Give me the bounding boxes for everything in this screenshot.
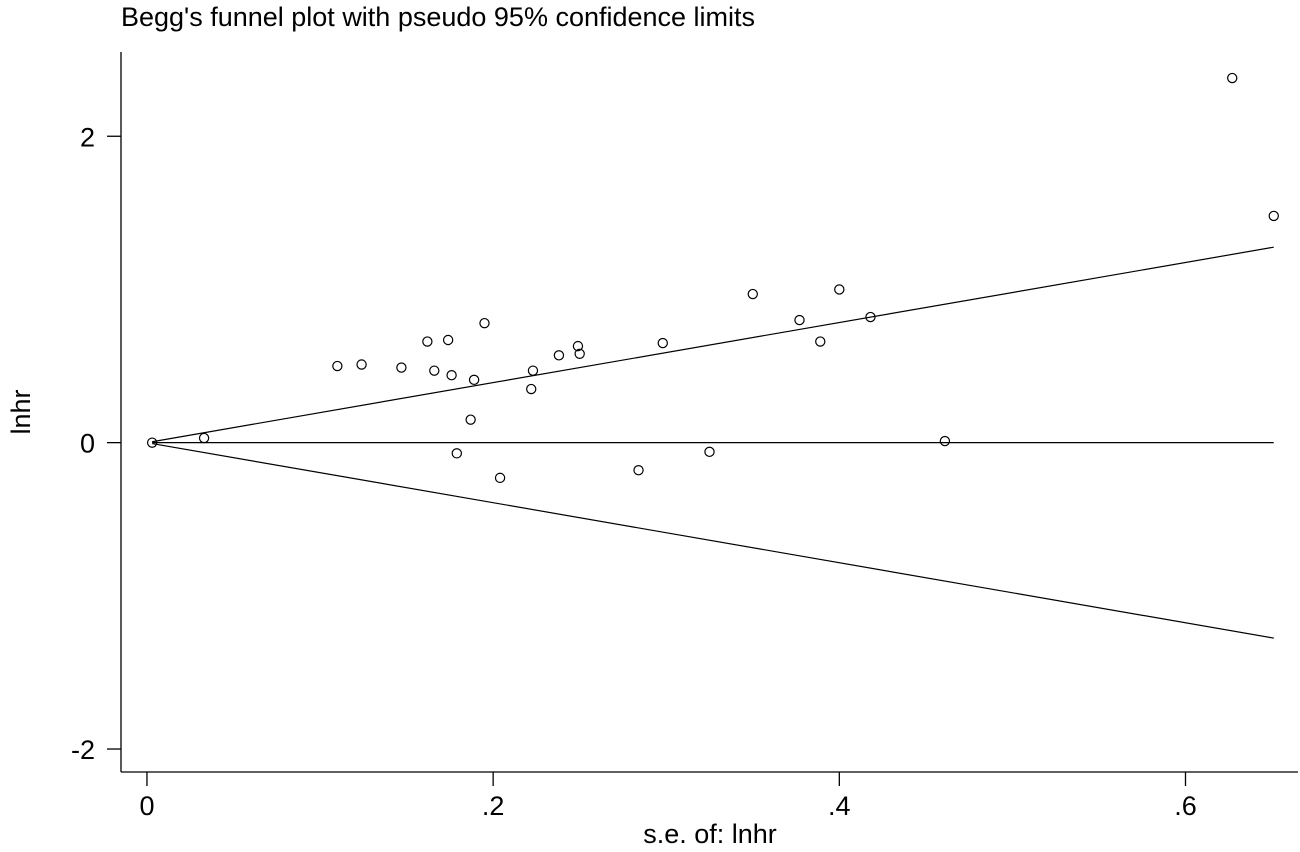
y-axis-ticks: -2 0 2 bbox=[71, 122, 121, 765]
study-point bbox=[527, 365, 539, 376]
chart-title: Begg's funnel plot with pseudo 95% confi… bbox=[121, 2, 755, 32]
y-tick-label: 2 bbox=[80, 122, 95, 152]
study-point bbox=[332, 360, 343, 372]
study-point bbox=[465, 414, 476, 425]
study-point bbox=[939, 435, 951, 447]
study-points bbox=[146, 72, 1279, 484]
study-point bbox=[422, 336, 433, 347]
study-point bbox=[494, 472, 506, 484]
x-tick-label: .6 bbox=[1174, 791, 1197, 821]
lower-confidence-limit-line bbox=[152, 442, 1274, 639]
study-point bbox=[442, 334, 454, 346]
x-tick-label: 0 bbox=[139, 791, 154, 821]
study-point bbox=[1227, 72, 1238, 84]
x-axis-ticks: 0 .2 .4 .6 bbox=[139, 772, 1197, 821]
study-point bbox=[396, 362, 407, 373]
funnel-reference-lines bbox=[152, 246, 1274, 639]
study-point bbox=[834, 284, 845, 295]
study-point bbox=[479, 317, 490, 329]
study-point bbox=[1268, 210, 1279, 222]
study-point bbox=[429, 365, 440, 376]
study-point bbox=[794, 314, 805, 326]
study-point bbox=[572, 340, 584, 352]
study-point bbox=[356, 359, 367, 370]
x-tick-label: .2 bbox=[482, 791, 505, 821]
study-point bbox=[468, 374, 480, 386]
x-tick-label: .4 bbox=[828, 791, 851, 821]
study-point bbox=[446, 370, 457, 381]
study-point bbox=[146, 437, 158, 448]
upper-confidence-limit-line bbox=[152, 246, 1274, 443]
y-tick-label: -2 bbox=[71, 735, 95, 765]
study-point bbox=[451, 448, 462, 459]
study-point bbox=[198, 432, 210, 444]
axes bbox=[120, 52, 1298, 773]
study-point bbox=[553, 350, 565, 361]
y-axis-label: lnhr bbox=[6, 389, 36, 434]
study-point bbox=[704, 446, 715, 458]
study-point bbox=[815, 336, 826, 347]
x-axis-label: s.e. of: lnhr bbox=[643, 819, 777, 849]
study-point bbox=[865, 311, 876, 323]
study-point bbox=[747, 288, 758, 300]
study-point bbox=[633, 465, 644, 476]
study-point bbox=[574, 348, 585, 359]
study-point bbox=[526, 383, 537, 395]
study-point bbox=[657, 337, 668, 349]
y-tick-label: 0 bbox=[80, 429, 95, 459]
